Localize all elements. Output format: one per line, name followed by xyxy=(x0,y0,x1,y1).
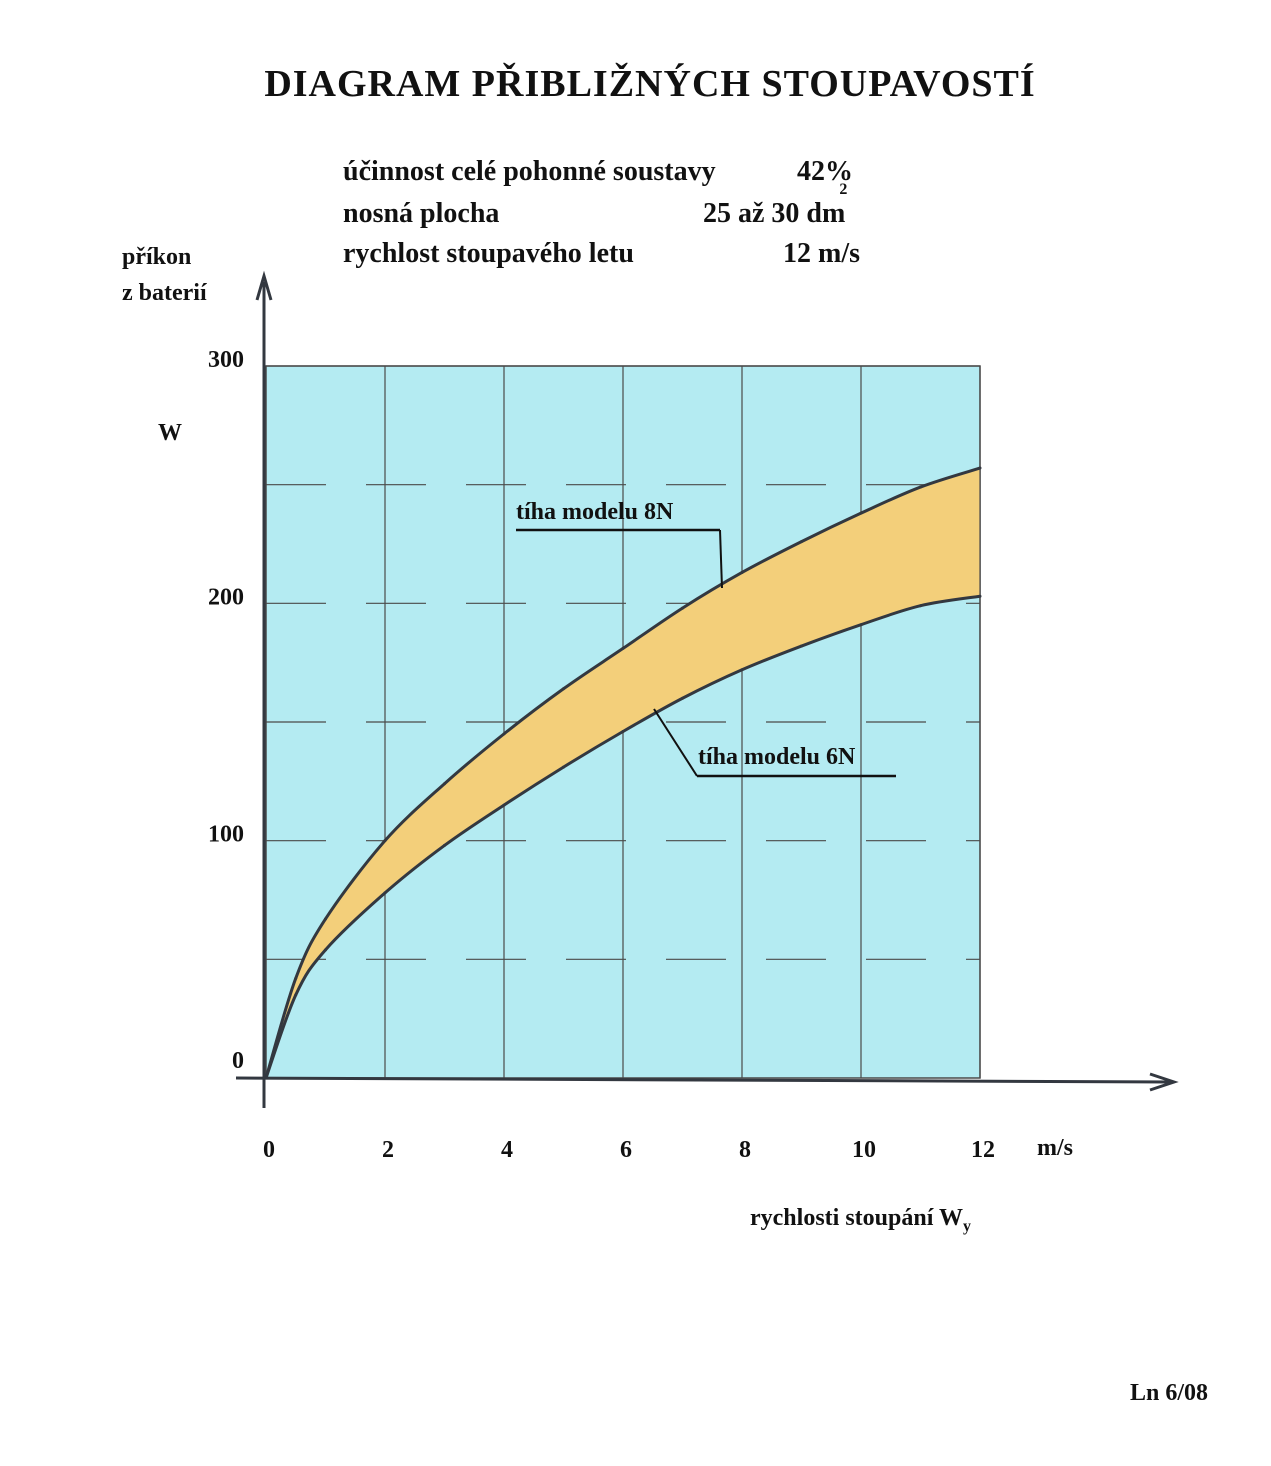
x-tick-label: 12 xyxy=(971,1137,995,1163)
info-wing-area-superscript: 2 xyxy=(839,180,848,198)
info-efficiency-value: 42% xyxy=(797,156,853,187)
x-axis-label: rychlosti stoupání Wy xyxy=(750,1205,971,1235)
series-label-6n: tíha modelu 6N xyxy=(698,744,856,770)
series-line-6n xyxy=(264,594,981,1079)
info-wing-area-label: nosná plocha xyxy=(343,198,500,229)
y-axis-arrow xyxy=(255,270,273,301)
x-axis-unit: m/s xyxy=(1037,1135,1073,1161)
y-tick-label: 0 xyxy=(232,1048,244,1074)
data-point-6n xyxy=(919,604,922,608)
data-point-8n xyxy=(681,606,684,610)
data-point-8n xyxy=(383,839,387,843)
x-tick-label: 0 xyxy=(263,1137,275,1163)
data-point-6n xyxy=(621,729,625,733)
data-point-6n xyxy=(800,644,803,648)
data-point-8n xyxy=(859,511,863,515)
data-point-6n xyxy=(681,696,684,700)
page-title: DIAGRAM PŘIBLIŽNÝCH STOUPAVOSTÍ xyxy=(264,63,1036,105)
weight-band-area xyxy=(266,468,980,1078)
series-label-8n: tíha modelu 8N xyxy=(516,499,674,525)
series-label-8n-leader xyxy=(719,529,723,589)
document-reference: Ln 6/08 xyxy=(1130,1380,1209,1406)
x-tick-label: 8 xyxy=(739,1137,751,1163)
data-point-8n xyxy=(562,687,565,691)
y-tick-label: 200 xyxy=(208,584,244,610)
data-point-8n xyxy=(621,646,625,650)
x-tick-label: 10 xyxy=(852,1137,876,1163)
data-point-6n xyxy=(443,843,446,847)
data-point-8n xyxy=(800,540,803,544)
x-tick-label: 2 xyxy=(382,1137,394,1163)
x-axis-symbol: Wy xyxy=(938,1205,971,1235)
data-point-6n xyxy=(324,948,327,952)
series-label-6n-leader xyxy=(653,708,698,777)
y-tick-label: 100 xyxy=(208,822,244,848)
x-tick-label: 6 xyxy=(620,1137,632,1163)
data-point-6n xyxy=(294,993,298,997)
data-point-6n xyxy=(859,623,863,627)
info-climb-speed-value: 12 m/s xyxy=(783,238,860,269)
info-climb-speed-label: rychlost stoupavého letu xyxy=(343,238,634,269)
data-point-8n xyxy=(443,782,446,786)
data-point-8n xyxy=(294,976,298,980)
y-axis-label-line1: příkon xyxy=(122,244,192,270)
x-tick-label: 4 xyxy=(501,1137,513,1163)
data-point-6n xyxy=(383,891,387,895)
data-point-8n xyxy=(978,466,982,470)
y-axis-unit: W xyxy=(158,420,182,446)
data-point-8n xyxy=(502,732,506,736)
info-wing-area-value: 25 až 30 dm2 xyxy=(703,180,848,229)
data-point-6n xyxy=(740,668,744,672)
data-point-8n xyxy=(324,917,327,921)
info-efficiency-label: účinnost celé pohonné soustavy xyxy=(343,156,716,187)
x-axis-arrow xyxy=(1149,1072,1179,1092)
x-axis-line xyxy=(235,1076,1171,1084)
data-point-6n xyxy=(978,594,982,598)
data-point-8n xyxy=(919,485,922,489)
data-point-6n xyxy=(562,765,565,769)
data-point-6n xyxy=(502,803,506,807)
y-axis-label-line2: z baterií xyxy=(122,280,207,306)
y-tick-label: 300 xyxy=(208,347,244,373)
data-point-8n xyxy=(740,570,744,574)
